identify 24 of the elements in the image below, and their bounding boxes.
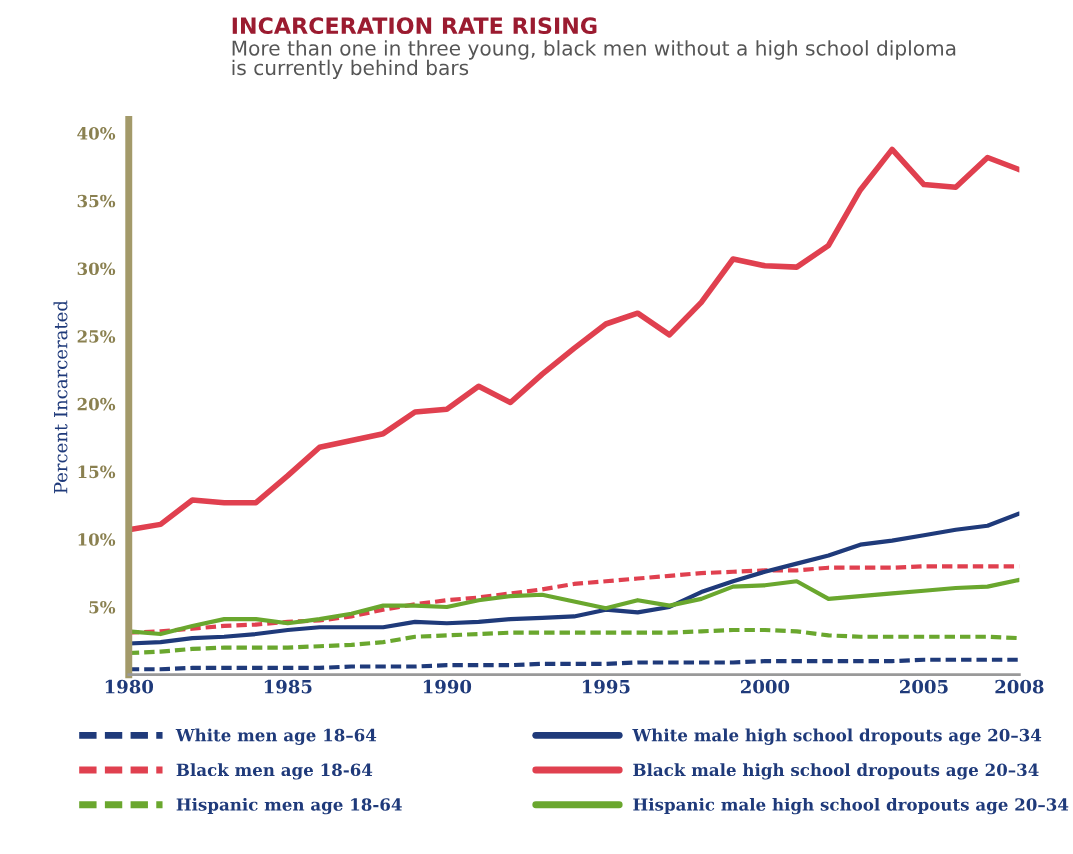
x-tick-label: 2005	[900, 679, 948, 694]
chart-subtitle: More than one in three young, black men without a high school diploma is currently behind bars	[232, 40, 956, 80]
y-tick-label: 20%	[77, 397, 116, 411]
y-tick-label: 30%	[77, 262, 116, 276]
legend-label: Hispanic male high school dropouts age 20–34	[633, 797, 1069, 815]
legend-label: Hispanic men age 18-64	[176, 797, 402, 815]
legend-label: White male high school dropouts age 20–34	[632, 728, 1042, 745]
legend-label: White men age 18–64	[175, 728, 377, 745]
y-tick-label: 10%	[78, 533, 116, 546]
y-axis-title: Percent Incarcerated	[53, 300, 68, 494]
y-tick-label: 35%	[77, 194, 116, 208]
x-tick-label: 2000	[740, 679, 790, 694]
x-tick-label: 1990	[423, 679, 472, 694]
y-tick-label: 40%	[77, 127, 116, 140]
chart-title: INCARCERATION RATE RISING	[232, 17, 597, 35]
legend-label: Black male high school dropouts age 20–34	[633, 763, 1039, 780]
y-tick-label: 15%	[78, 465, 116, 479]
x-tick-label: 1995	[582, 679, 630, 694]
y-tick-label: 5%	[89, 600, 116, 614]
x-tick-label: 2008	[995, 679, 1044, 694]
legend-label: Black men age 18-64	[176, 763, 373, 780]
x-tick-label: 1985	[264, 679, 312, 694]
y-tick-label: 25%	[77, 330, 116, 343]
x-tick-label: 1980	[105, 679, 154, 694]
